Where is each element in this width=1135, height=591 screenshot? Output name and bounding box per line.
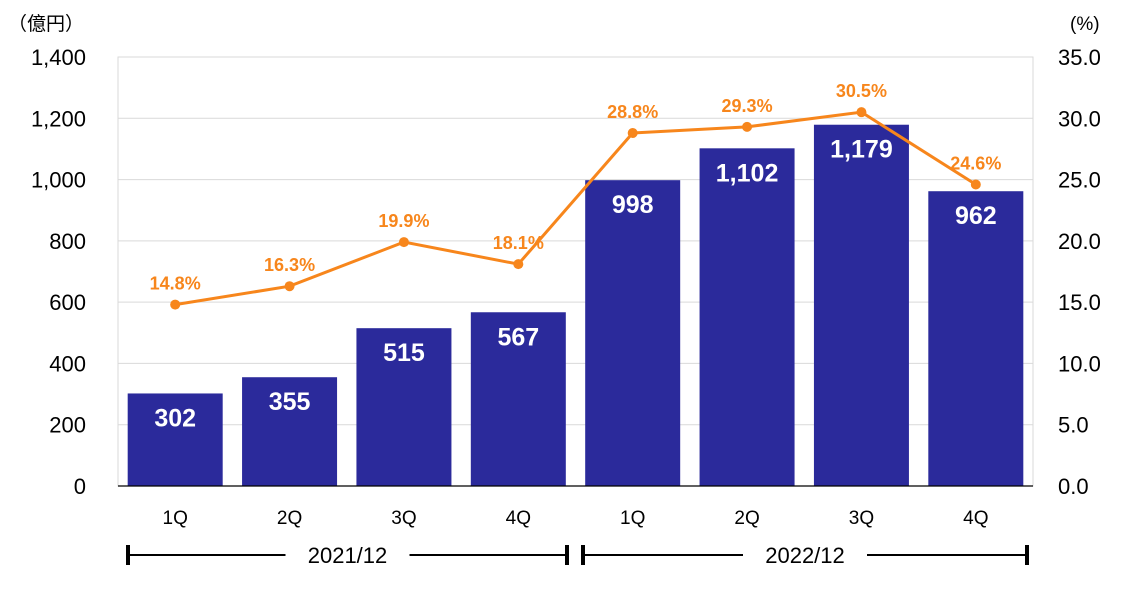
category-label: 1Q (163, 508, 188, 529)
group-label: 2021/12 (308, 543, 388, 568)
left-tick-label: 600 (49, 290, 86, 315)
left-tick-label: 1,400 (31, 45, 86, 70)
category-label: 4Q (963, 508, 988, 529)
right-tick-label: 0.0 (1058, 474, 1089, 499)
bar (242, 377, 338, 486)
bar (813, 124, 909, 487)
percent-label: 14.8% (150, 274, 201, 294)
percent-label: 16.3% (264, 255, 315, 275)
left-axis-unit: （億円） (8, 13, 84, 35)
percent-label: 19.9% (378, 211, 429, 231)
line-point (513, 259, 524, 270)
bar-value-label: 355 (269, 388, 311, 416)
right-tick-label: 15.0 (1058, 290, 1101, 315)
category-label: 1Q (620, 508, 645, 529)
line-point (970, 179, 981, 190)
bar-value-label: 998 (612, 191, 654, 219)
category-label: 2Q (277, 508, 302, 529)
left-tick-label: 200 (49, 413, 86, 438)
line-point (856, 107, 867, 118)
bar-value-label: 515 (383, 339, 425, 367)
right-tick-label: 10.0 (1058, 351, 1101, 376)
line-point (398, 237, 409, 248)
left-tick-label: 400 (49, 351, 86, 376)
line-point (284, 281, 295, 292)
bar (699, 148, 795, 486)
right-tick-label: 35.0 (1058, 45, 1101, 70)
left-tick-label: 1,000 (31, 168, 86, 193)
right-tick-label: 30.0 (1058, 106, 1101, 131)
bar (127, 393, 223, 486)
bar-value-label: 962 (955, 202, 997, 230)
right-tick-label: 5.0 (1058, 413, 1089, 438)
bar-value-label: 302 (154, 404, 196, 432)
left-tick-label: 0 (74, 474, 86, 499)
left-tick-label: 800 (49, 229, 86, 254)
bar-value-label: 1,179 (830, 136, 893, 164)
category-label: 2Q (734, 508, 759, 529)
bar (928, 191, 1024, 487)
bar-value-label: 567 (497, 323, 539, 351)
line-point (170, 299, 181, 310)
bar (470, 312, 566, 486)
right-tick-label: 20.0 (1058, 229, 1101, 254)
line-series (174, 110, 977, 307)
percent-label: 18.1% (493, 233, 544, 253)
group-label: 2022/12 (765, 543, 845, 568)
bar-value-label: 1,102 (716, 159, 779, 187)
category-label: 3Q (391, 508, 416, 529)
right-axis-unit: (%) (1070, 14, 1100, 35)
percent-label: 28.8% (607, 102, 658, 122)
category-label: 4Q (506, 508, 531, 529)
line-point (742, 121, 753, 132)
bar (356, 328, 452, 486)
left-tick-label: 1,200 (31, 106, 86, 131)
percent-label: 30.5% (836, 81, 887, 101)
line-point (627, 127, 638, 138)
bar (585, 180, 681, 487)
percent-label: 29.3% (722, 96, 773, 116)
percent-label: 24.6% (950, 153, 1001, 173)
category-label: 3Q (849, 508, 874, 529)
right-tick-label: 25.0 (1058, 168, 1101, 193)
